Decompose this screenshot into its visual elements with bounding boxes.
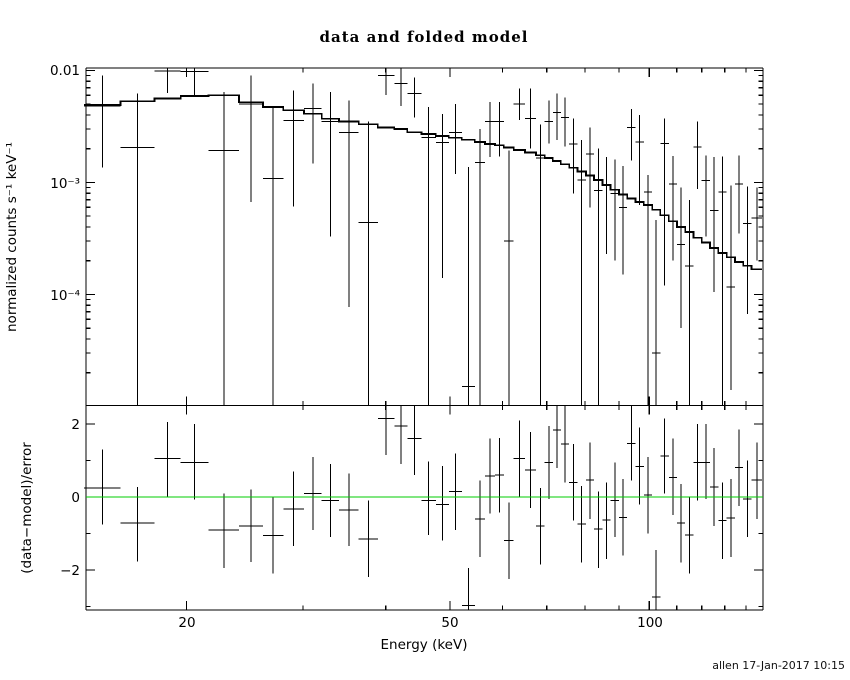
- ytick-0p01: 0.01: [50, 63, 80, 79]
- plot-frame: [85, 67, 764, 611]
- residual-data-points: [83, 405, 763, 610]
- ytick-1e-4: 10⁻⁴: [50, 288, 80, 304]
- spectrum-data-points: [83, 68, 763, 406]
- xtick-100: 100: [637, 615, 663, 631]
- y-axis-label-bottom: (data−model)/error: [19, 442, 35, 574]
- ytick-minus2: −2: [60, 563, 80, 579]
- y-axis-label-top: normalized counts s⁻¹ keV⁻¹: [4, 142, 20, 332]
- ytick-zero: 0: [71, 490, 80, 506]
- ytick-1e-3: 10⁻³: [50, 176, 80, 192]
- plot-title: data and folded model: [320, 28, 529, 46]
- ytick-plus2: 2: [71, 417, 80, 433]
- username-timestamp: allen 17-Jan-2017 10:15: [712, 659, 845, 672]
- x-axis-label: Energy (keV): [381, 637, 468, 653]
- xtick-50: 50: [441, 615, 458, 631]
- folded-model-line: [84, 94, 762, 271]
- xtick-20: 20: [178, 615, 195, 631]
